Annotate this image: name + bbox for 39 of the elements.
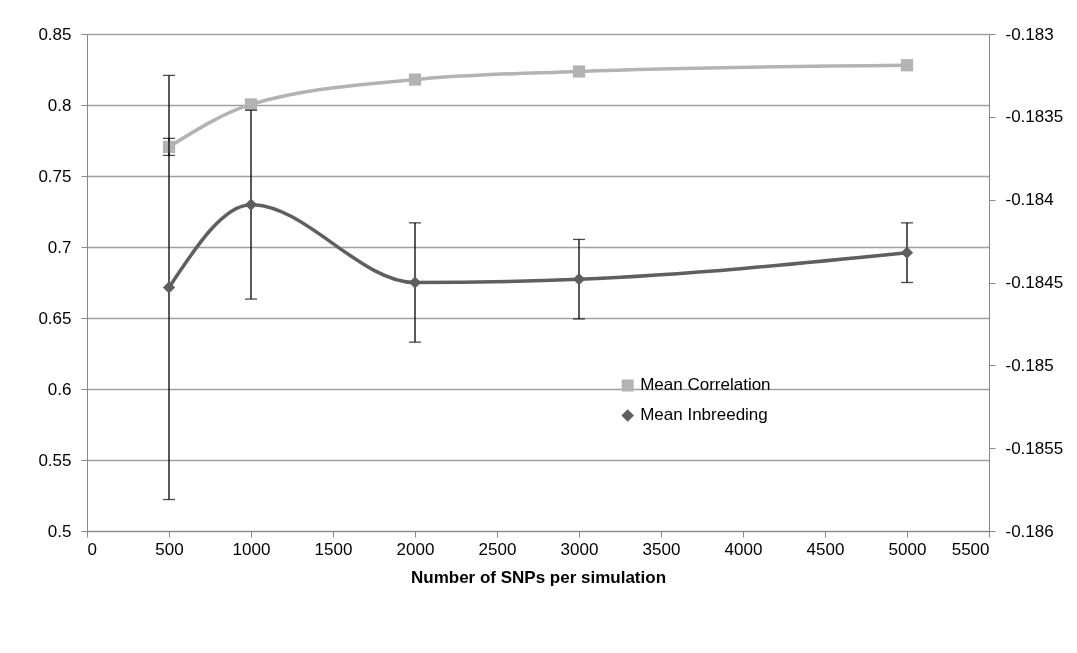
point [244,198,258,211]
legend-label: Mean Correlation [640,375,771,395]
y2-tick-label: -0.183 [1005,24,1054,44]
x-tick-label: 5500 [951,539,990,559]
point [900,59,914,72]
point [900,246,914,259]
y-tick-label: 0.55 [38,450,72,470]
x-tick-label: 2500 [478,539,517,559]
x-tick-label: 5000 [888,539,927,559]
x-tick-label: 3500 [642,539,681,559]
legend-label: Mean Inbreeding [640,405,768,425]
y-tick-label: 0.6 [47,379,72,399]
x-tick-label: 2000 [396,539,435,559]
point [162,281,176,294]
point [244,98,258,111]
y2-tick-label: -0.1835 [1005,107,1064,127]
y2-tick-label: -0.186 [1005,521,1054,541]
x-tick-label: 0 [87,539,97,559]
x-tick-label: 3000 [560,539,599,559]
point [408,73,422,86]
point [572,273,586,286]
y-tick-label: 0.7 [47,237,72,257]
y-tick-label: 0.8 [47,95,72,115]
y-tick-label: 0.65 [38,308,72,328]
x-axis-title: Number of SNPs per simulation [410,567,667,587]
point [572,65,586,78]
x-tick-label: 500 [155,539,184,559]
y2-tick-label: -0.1845 [1005,273,1064,292]
y-tick-label: 0.85 [38,24,72,44]
y2-tick-label: -0.185 [1005,355,1054,375]
y-tick-label: 0.75 [38,166,72,186]
x-tick-label: 1500 [314,539,353,559]
y-tick-label: 0.5 [47,521,72,541]
y2-tick-label: -0.1855 [1005,438,1064,458]
x-tick-label: 1000 [232,539,271,559]
x-tick-label: 4000 [724,539,763,559]
x-tick-label: 4500 [806,539,845,559]
point [408,276,422,289]
y2-tick-label: -0.184 [1005,190,1054,210]
